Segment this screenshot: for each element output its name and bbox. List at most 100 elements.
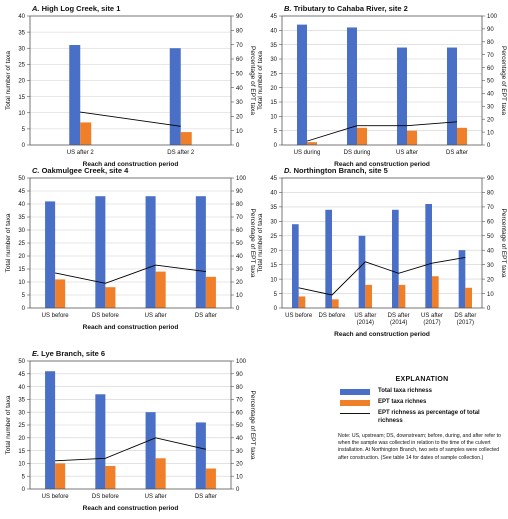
y-tick-label: 40 <box>18 14 25 20</box>
y-tick-label: 40 <box>18 385 25 391</box>
bar-total <box>447 47 457 145</box>
y2-tick-label: 50 <box>487 234 494 240</box>
y-tick-label: 0 <box>274 306 278 312</box>
bar-ept <box>105 287 116 308</box>
bar-total <box>458 250 466 308</box>
y-tick-label: 5 <box>274 129 278 135</box>
bar-total <box>95 394 106 489</box>
bar-total <box>45 201 56 308</box>
category-label: US after <box>145 494 167 500</box>
bar-total <box>195 196 206 308</box>
legend-entry-total: Total taxa richness <box>338 388 506 398</box>
y-tick-label: 30 <box>270 57 277 63</box>
category-label: DS during <box>344 150 371 156</box>
y2-tick-label: 50 <box>236 423 243 429</box>
bar-ept <box>80 122 92 145</box>
y2-tick-label: 10 <box>236 293 243 299</box>
y-tick-label: 30 <box>18 228 25 234</box>
y-tick-label: 0 <box>22 487 26 493</box>
panel-5: E. Lye Branch, site 6 0 5 10 15 20 25 30 35 40 45 5… <box>5 349 256 512</box>
panel-title: A. High Log Creek, site 1 <box>31 4 120 13</box>
y-axis-title: Total number of taxa <box>5 213 12 272</box>
bar-total <box>145 196 156 308</box>
category-label: DS before <box>92 313 120 319</box>
y2-tick-label: 70 <box>487 53 494 59</box>
y-tick-label: 50 <box>18 176 25 182</box>
panel-letter: A. <box>31 4 42 13</box>
panel-3: C. Oakmulgee Creek, site 4 0 5 10 15 20 25 30 35… <box>5 166 256 331</box>
y-axis-title: Total number of taxa <box>257 213 264 272</box>
panel-title-text: Lye Branch, site 6 <box>41 349 105 358</box>
legend-entry-ept: EPT taxa richnes <box>338 399 506 409</box>
y2-tick-label: 70 <box>236 398 243 404</box>
category-label: (2017) <box>423 320 440 326</box>
y2-tick-label: 60 <box>487 66 494 72</box>
panel-4: D. Northington Branch, site 5 0 5 10 15 20 25 3… <box>257 166 507 338</box>
y2-tick-label: 0 <box>236 487 240 493</box>
y2-tick-label: 10 <box>236 129 243 135</box>
y2-tick-label: 10 <box>487 130 494 136</box>
y-tick-label: 30 <box>18 46 25 52</box>
bar-ept <box>407 130 417 145</box>
panel-title: C. Oakmulgee Creek, site 4 <box>32 166 129 175</box>
y2-tick-label: 40 <box>487 92 494 98</box>
y2-tick-label: 90 <box>236 372 243 378</box>
bar-total <box>297 24 307 146</box>
legend-swatch-ept <box>340 400 370 406</box>
y2-tick-label: 50 <box>236 72 243 78</box>
y2-tick-label: 70 <box>236 43 243 49</box>
bar-ept <box>55 279 66 308</box>
y2-tick-label: 30 <box>487 105 494 111</box>
y2-tick-label: 80 <box>236 202 243 208</box>
y2-tick-label: 40 <box>487 248 494 254</box>
y-tick-label: 15 <box>270 263 277 269</box>
y2-tick-label: 50 <box>487 79 494 85</box>
y-tick-label: 35 <box>270 205 277 211</box>
category-label: US before <box>42 313 70 319</box>
y-tick-label: 0 <box>274 143 278 149</box>
y2-tick-label: 60 <box>236 228 243 234</box>
category-label: DS after 2 <box>167 150 195 156</box>
legend-title: EXPLANATION <box>395 376 449 383</box>
ept-percentage-line <box>298 257 466 296</box>
y-tick-label: 10 <box>18 280 25 286</box>
y2-tick-label: 70 <box>487 205 494 211</box>
category-label: US after <box>396 150 418 156</box>
y2-tick-label: 20 <box>236 280 243 286</box>
y2-axis-title: Percentage of EPT taxa <box>249 209 256 278</box>
bar-total <box>425 204 432 308</box>
bar-ept <box>205 468 216 489</box>
y-tick-label: 5 <box>22 127 26 133</box>
bar-total <box>145 412 156 489</box>
y2-tick-label: 100 <box>236 359 247 365</box>
category-label: US during <box>294 150 321 156</box>
y-tick-label: 15 <box>18 95 25 101</box>
panel-title-text: Tributary to Cahaba River, site 2 <box>294 4 408 13</box>
y2-tick-label: 40 <box>236 86 243 92</box>
category-label: US before <box>42 494 70 500</box>
bar-total <box>358 235 366 308</box>
y2-tick-label: 0 <box>487 143 491 149</box>
y-tick-label: 0 <box>22 143 26 149</box>
y-tick-label: 45 <box>270 14 277 20</box>
y-tick-label: 25 <box>270 234 277 240</box>
bar-ept <box>398 284 406 308</box>
y2-tick-label: 30 <box>487 263 494 269</box>
y-tick-label: 10 <box>18 462 25 468</box>
category-label: DS before <box>318 313 346 319</box>
bar-total <box>292 224 299 308</box>
y2-tick-label: 100 <box>487 14 498 20</box>
bar-ept <box>205 276 216 308</box>
y-tick-label: 45 <box>270 176 277 182</box>
ept-percentage-line <box>55 264 206 284</box>
plot-frame <box>281 177 483 309</box>
y-tick-label: 20 <box>18 436 25 442</box>
y2-tick-label: 80 <box>236 385 243 391</box>
legend-entry-line: EPT richness as percentage of total rich… <box>338 410 506 425</box>
y-tick-label: 35 <box>270 43 277 49</box>
y-tick-label: 10 <box>270 115 277 121</box>
category-label: DS after <box>388 313 410 319</box>
category-label: (2014) <box>357 320 374 326</box>
y2-axis-title: Percentage of EPT taxa <box>500 209 507 278</box>
